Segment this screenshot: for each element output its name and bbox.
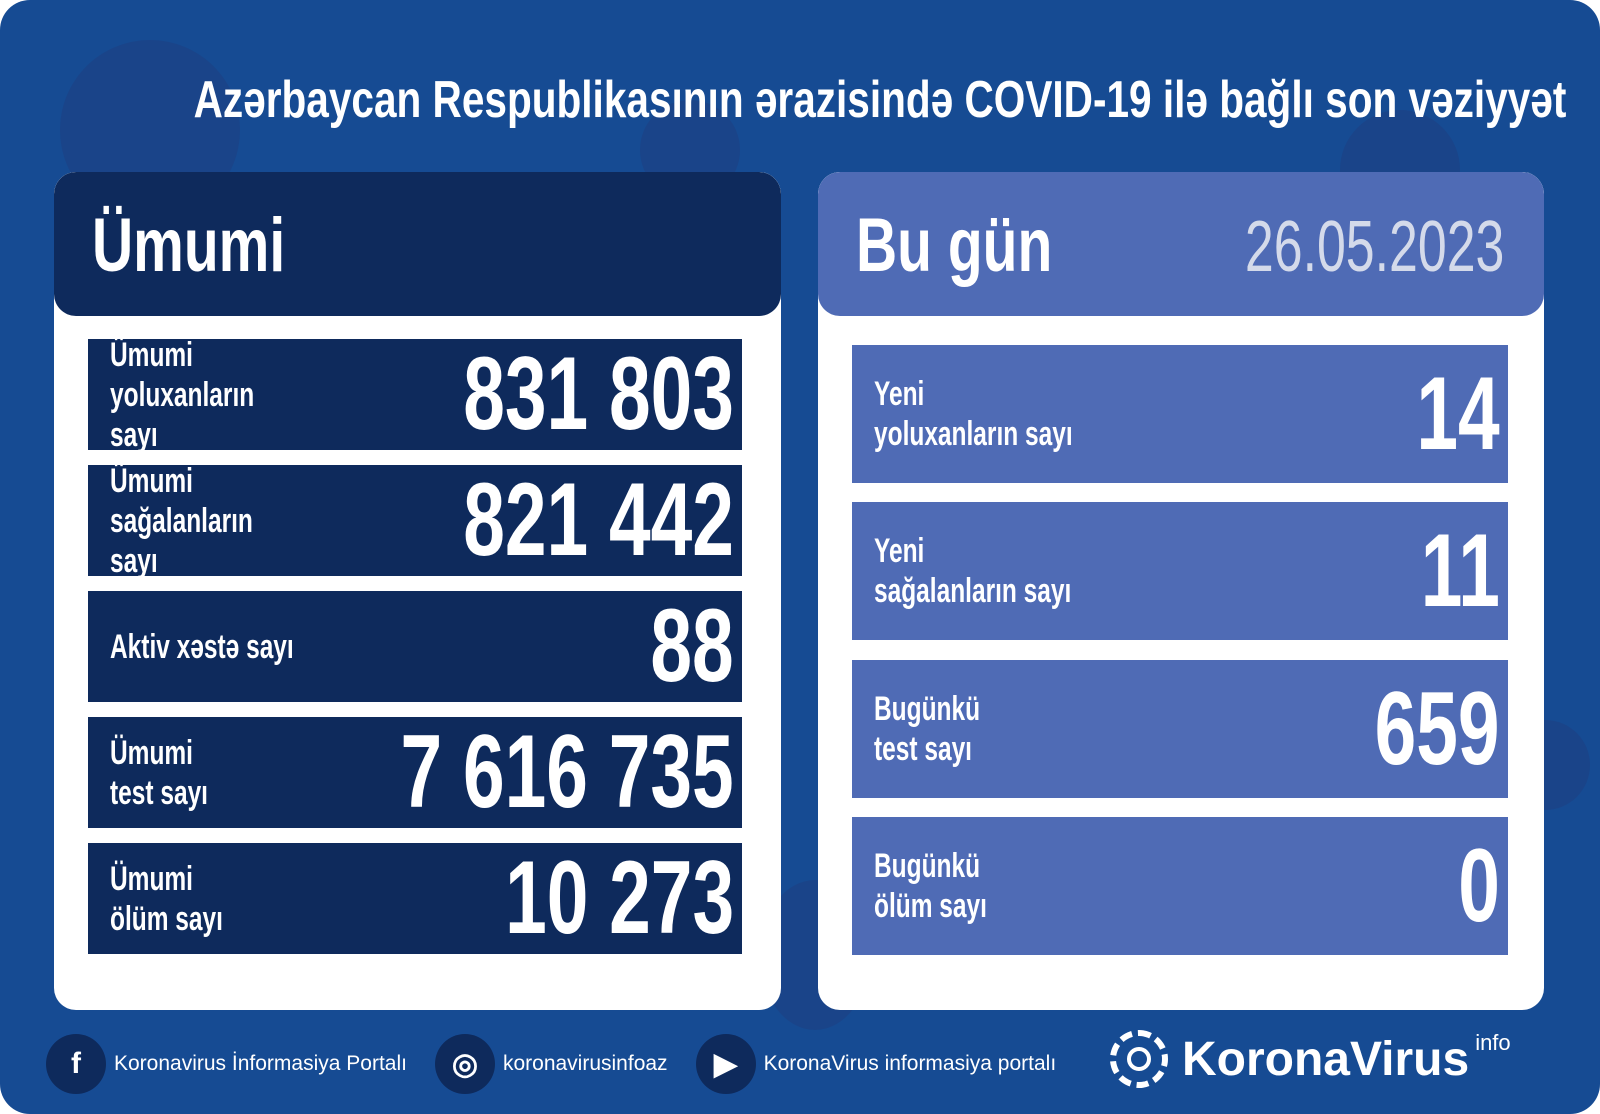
today-header: Bu gün 26.05.2023 xyxy=(818,172,1544,316)
facebook-link[interactable]: f Koronavirus İnformasiya Portalı xyxy=(46,1034,407,1094)
stat-value: 0 xyxy=(1458,827,1500,944)
stat-row: Ümumi yoluxanların sayı 831 803 xyxy=(88,336,742,454)
stat-value: 14 xyxy=(1416,355,1500,472)
stat-value: 821 442 xyxy=(463,462,734,578)
total-panel: Ümumi Ümumi yoluxanların sayı 831 803 Ümu… xyxy=(54,172,781,1010)
stat-value: 659 xyxy=(1375,670,1500,787)
stat-row: Ümumi ölüm sayı 10 273 xyxy=(88,840,742,956)
stat-label: Ümumi test sayı xyxy=(110,733,208,812)
stat-value: 7 616 735 xyxy=(400,714,734,830)
stat-value: 831 803 xyxy=(463,336,734,452)
stat-row: Yeni sağalanların sayı 11 xyxy=(852,502,1508,640)
youtube-icon: ▶ xyxy=(695,1034,756,1094)
facebook-icon: f xyxy=(46,1034,106,1094)
brand-logo: KoronaVirus info xyxy=(1110,1030,1511,1088)
virus-logo-icon xyxy=(1110,1030,1168,1088)
page-title: Azərbaycan Respublikasının ərazisində CO… xyxy=(193,71,1567,129)
stat-value: 10 273 xyxy=(504,840,734,956)
stat-label: Ümumi sağalanların sayı xyxy=(110,461,253,580)
today-heading: Bu gün xyxy=(856,203,1053,288)
stat-row: Bugünkü ölüm sayı 0 xyxy=(852,817,1508,955)
stat-row: Ümumi test sayı 7 616 735 xyxy=(88,714,742,830)
stat-label: Aktiv xəstə sayı xyxy=(110,627,294,666)
stat-label: Ümumi ölüm sayı xyxy=(110,859,223,938)
stat-value: 11 xyxy=(1420,512,1500,629)
youtube-link[interactable]: ▶ KoronaVirus informasiya portalı xyxy=(695,1034,1056,1094)
stat-label: Yeni yoluxanların sayı xyxy=(874,375,1073,453)
today-panel: Bu gün 26.05.2023 Yeni yoluxanların sayı… xyxy=(818,172,1544,1010)
today-date: 26.05.2023 xyxy=(1244,207,1504,287)
stat-value: 88 xyxy=(650,588,734,704)
total-heading: Ümumi xyxy=(92,203,286,288)
stat-label: Bugünkü ölüm sayı xyxy=(874,847,987,925)
stat-label: Yeni sağalanların sayı xyxy=(874,532,1072,610)
stat-label: Ümumi yoluxanların sayı xyxy=(110,335,255,454)
instagram-link[interactable]: ◎ koronavirusinfoaz xyxy=(434,1034,668,1094)
total-header: Ümumi xyxy=(54,172,781,316)
stat-row: Aktiv xəstə sayı 88 xyxy=(88,588,742,704)
stat-label: Bugünkü test sayı xyxy=(874,690,981,768)
instagram-icon: ◎ xyxy=(434,1034,495,1094)
stat-row: Bugünkü test sayı 659 xyxy=(852,660,1508,798)
stat-row: Yeni yoluxanların sayı 14 xyxy=(852,345,1508,483)
stat-row: Ümumi sağalanların sayı 821 442 xyxy=(88,462,742,580)
footer: f Koronavirus İnformasiya Portalı ◎ korona… xyxy=(46,1034,1084,1094)
